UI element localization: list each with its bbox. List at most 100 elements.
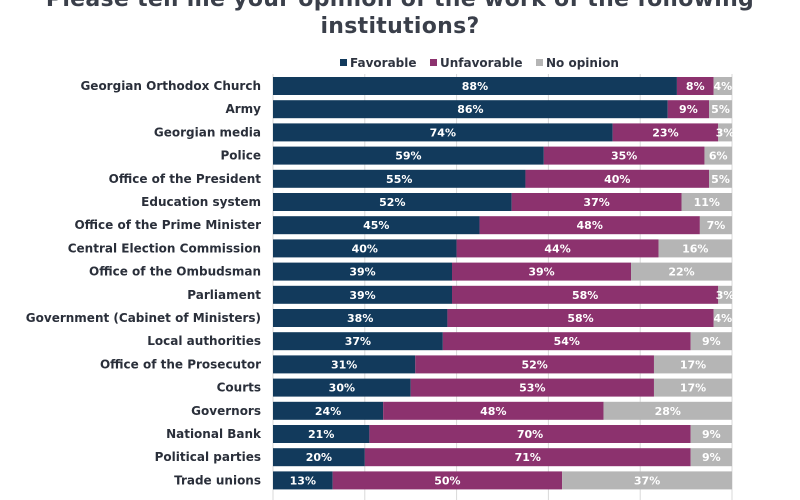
category-label: Office of the President [109,172,262,186]
bar-segment-favorable [273,332,443,351]
bar-segment-no-opinion [681,193,732,211]
bar-segment-unfavorable [442,332,691,351]
data-label-favorable: 20% [306,451,332,464]
data-label-favorable: 88% [462,80,488,93]
category-label: National Bank [166,427,262,441]
category-label: Local authorities [147,334,261,348]
data-label-unfavorable: 50% [434,474,460,487]
legend-swatch-no-opinion [536,59,543,66]
data-label-no-opinion: 17% [680,358,706,371]
data-label-no-opinion: 3% [716,126,735,139]
bar-segment-no-opinion [709,100,732,119]
category-label: Georgian media [154,125,261,139]
data-label-favorable: 55% [386,173,412,186]
data-label-unfavorable: 40% [604,173,630,186]
data-label-unfavorable: 53% [519,382,545,395]
bar-segment-no-opinion [690,425,732,443]
legend-label-favorable: Favorable [350,56,417,70]
data-label-unfavorable: 8% [686,80,705,93]
data-label-unfavorable: 71% [515,451,541,464]
bar-segment-unfavorable [525,169,710,188]
bar-segment-favorable [273,100,668,119]
data-label-unfavorable: 58% [572,289,598,302]
data-label-no-opinion: 9% [702,428,721,441]
data-label-favorable: 21% [308,428,334,441]
data-label-unfavorable: 48% [577,219,603,232]
legend-swatch-favorable [340,59,347,66]
data-label-unfavorable: 52% [521,358,547,371]
bar-segment-favorable [273,285,453,304]
category-label: Office of the Prime Minister [74,218,261,232]
bar-segment-favorable [273,262,453,281]
category-label: Government (Cabinet of Ministers) [26,311,261,325]
bar-segment-unfavorable [447,309,714,327]
data-label-no-opinion: 22% [668,266,694,279]
legend-swatch-unfavorable [430,59,437,66]
category-label: Courts [217,381,261,395]
bar-segment-unfavorable [369,425,691,443]
bar-segment-no-opinion [718,123,732,142]
data-label-favorable: 13% [290,474,316,487]
bar-segment-favorable [273,169,526,188]
bar-segment-favorable [273,401,384,420]
bar-segment-no-opinion [631,262,732,281]
bar-segment-unfavorable [332,471,563,490]
data-label-favorable: 24% [315,405,341,418]
data-label-favorable: 45% [363,219,389,232]
bar-segment-favorable [273,425,370,443]
bar-segment-favorable [273,123,613,142]
data-label-no-opinion: 37% [634,474,660,487]
bar-segment-favorable [273,309,448,327]
bar-segment-no-opinion [690,448,732,467]
bar-segment-favorable [273,77,677,95]
data-label-unfavorable: 35% [611,150,637,163]
data-label-no-opinion: 5% [711,103,730,116]
data-label-no-opinion: 11% [694,196,720,209]
data-label-favorable: 40% [352,242,378,255]
category-label: Political parties [155,450,261,464]
bar-segment-unfavorable [410,378,654,397]
bar-segment-favorable [273,239,457,258]
bar-segment-favorable [273,471,333,490]
bar-segment-unfavorable [543,146,705,165]
data-label-unfavorable: 37% [583,196,609,209]
bar-segment-unfavorable [511,193,682,211]
category-label: Trade unions [174,473,261,487]
data-label-unfavorable: 9% [679,103,698,116]
bar-segment-unfavorable [452,262,632,281]
data-label-no-opinion: 6% [709,150,728,163]
data-label-no-opinion: 17% [680,382,706,395]
bar-segment-no-opinion [699,216,732,235]
data-label-unfavorable: 48% [480,405,506,418]
bar-segment-no-opinion [713,77,732,95]
bar-segment-unfavorable [676,77,714,95]
data-label-favorable: 74% [430,126,456,139]
bar-segment-no-opinion [709,169,732,188]
bar-segment-unfavorable [456,239,659,258]
bar-segment-unfavorable [452,285,719,304]
data-label-unfavorable: 54% [554,335,580,348]
category-label: Central Election Commission [68,241,261,255]
category-label: Police [220,149,261,163]
data-label-favorable: 38% [347,312,373,325]
bar-segment-no-opinion [713,309,732,327]
bar-segment-unfavorable [479,216,700,235]
data-label-unfavorable: 39% [528,266,554,279]
data-label-favorable: 59% [395,150,421,163]
data-label-no-opinion: 16% [682,242,708,255]
bar-segment-unfavorable [364,448,691,467]
bar-segment-no-opinion [653,378,732,397]
bar-segment-no-opinion [562,471,732,490]
bar-segment-unfavorable [612,123,719,142]
bar-segment-no-opinion [658,239,732,258]
bar-segment-no-opinion [653,355,732,374]
data-label-unfavorable: 44% [544,242,570,255]
category-label: Georgian Orthodox Church [80,79,261,93]
data-label-no-opinion: 28% [655,405,681,418]
bar-segment-no-opinion [603,401,732,420]
category-label: Office of the Ombudsman [89,265,261,279]
bar-segment-favorable [273,378,411,397]
data-label-favorable: 39% [349,266,375,279]
data-label-favorable: 30% [329,382,355,395]
